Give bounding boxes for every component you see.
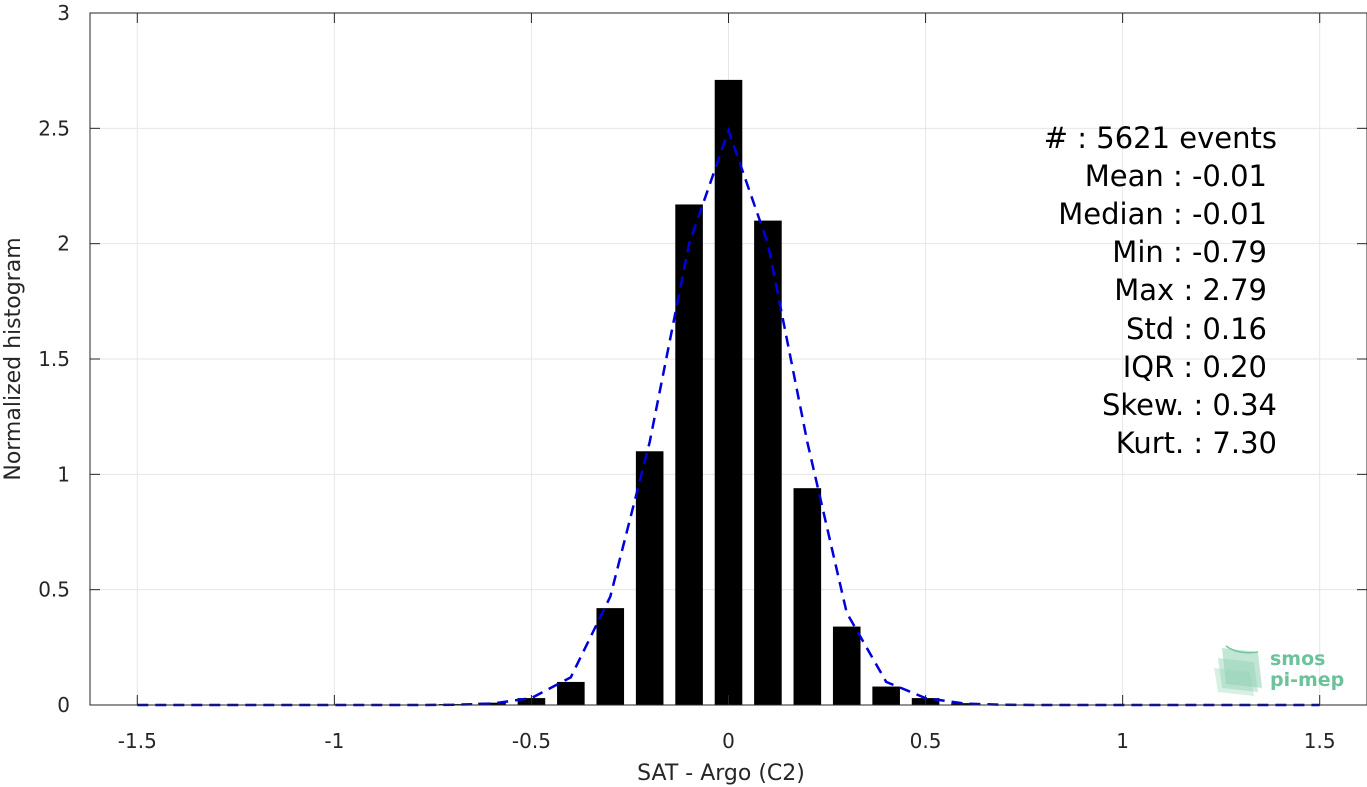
- stat-mean: Mean : -0.01: [1085, 159, 1267, 193]
- x-tick-label-2: -0.5: [512, 729, 551, 753]
- y-tick-label-3: 1.5: [38, 347, 70, 371]
- x-tick-label-6: 1.5: [1304, 729, 1336, 753]
- stats-annotation: # : 5621 events Mean : -0.01 Median : -0…: [1044, 121, 1277, 460]
- bar-5: [635, 451, 664, 705]
- x-tick-labels: -1.5 -1 -0.5 0 0.5 1 1.5: [118, 729, 1336, 753]
- logo-text-pimep: pi-mep: [1270, 669, 1344, 691]
- stat-min: Min : -0.79: [1112, 235, 1267, 269]
- logo-text-smos: smos: [1270, 648, 1325, 670]
- bar-11: [872, 686, 900, 705]
- y-tick-label-4: 2: [57, 232, 70, 256]
- bar-7: [714, 79, 743, 706]
- y-tick-label-6: 3: [57, 1, 70, 25]
- bar-3: [557, 681, 585, 705]
- histogram-bars: [438, 79, 1019, 706]
- y-tick-label-2: 1: [57, 462, 70, 486]
- bar-6: [675, 204, 703, 705]
- bar-10: [832, 626, 861, 705]
- stat-max: Max : 2.79: [1114, 273, 1267, 307]
- y-tick-label-0: 0: [57, 693, 70, 717]
- stat-std: Std : 0.16: [1126, 312, 1267, 346]
- x-tick-label-1: -1: [324, 729, 344, 753]
- stat-median: Median : -0.01: [1058, 197, 1267, 231]
- stat-kurt: Kurt. : 7.30: [1116, 426, 1277, 460]
- bar-9: [793, 488, 822, 705]
- bar-4: [596, 608, 625, 705]
- bar-13: [951, 703, 979, 705]
- logo-waves-icon: [1214, 645, 1262, 696]
- stat-iqr: IQR : 0.20: [1123, 350, 1267, 384]
- y-axis-label: Normalized histogram: [1, 237, 26, 480]
- x-tick-label-3: 0: [722, 729, 735, 753]
- x-tick-label-0: -1.5: [118, 729, 157, 753]
- axis-ticks: [90, 12, 1367, 706]
- stat-skew: Skew. : 0.34: [1102, 388, 1277, 422]
- stat-count: # : 5621 events: [1044, 121, 1277, 155]
- bar-1: [478, 702, 506, 705]
- bar-8: [754, 220, 782, 705]
- y-tick-label-5: 2.5: [38, 116, 70, 140]
- y-tick-label-1: 0.5: [38, 578, 70, 602]
- y-tick-labels: 0 0.5 1 1.5 2 2.5 3: [38, 1, 70, 717]
- smos-pimep-logo: smos pi-mep: [1214, 645, 1344, 696]
- x-tick-label-5: 1: [1116, 729, 1129, 753]
- x-axis-label: SAT - Argo (C2): [637, 761, 805, 786]
- x-tick-label-4: 0.5: [910, 729, 942, 753]
